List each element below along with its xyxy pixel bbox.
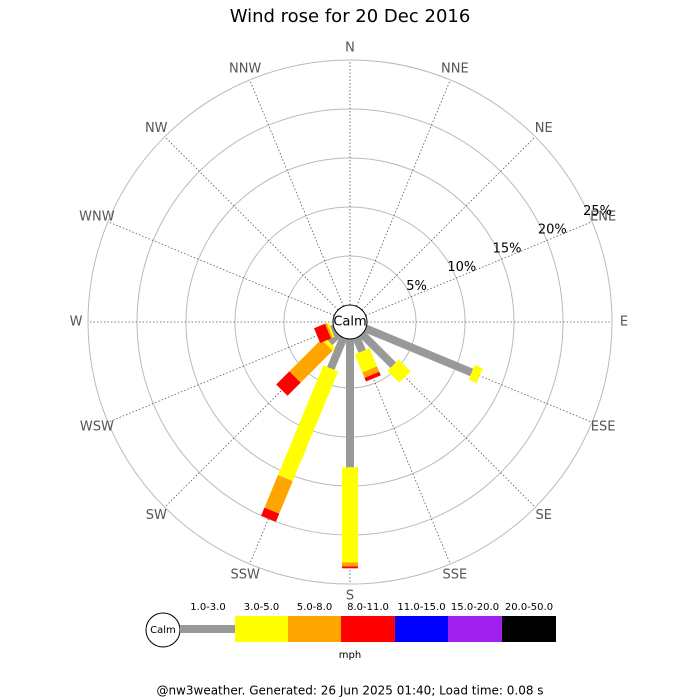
bar-segment (327, 336, 348, 371)
spoke (107, 221, 335, 316)
direction-label: ENE (590, 210, 616, 225)
bar-segment (359, 331, 397, 369)
direction-label: NNW (229, 61, 261, 76)
calm-label: Calm (333, 315, 366, 330)
bar-segment (314, 323, 332, 344)
bar-segment (362, 366, 380, 378)
direction-label: ESE (591, 419, 616, 434)
direction-label: NNE (441, 61, 469, 76)
bar-segment (342, 467, 358, 563)
legend-swatch (341, 616, 395, 642)
direction-label: S (346, 589, 354, 604)
direction-label: SW (146, 508, 167, 523)
spoke (107, 328, 335, 423)
spoke (361, 333, 536, 508)
bar-segment (289, 339, 333, 383)
bar-segment (324, 322, 333, 339)
legend-swatch (235, 616, 288, 642)
calm-circle (332, 304, 368, 340)
bars (261, 303, 483, 569)
direction-label: SSE (442, 568, 467, 583)
ring-label: 10% (447, 260, 476, 275)
legend-label: 20.0-50.0 (505, 602, 553, 613)
spoke (356, 79, 451, 307)
direction-label: NE (535, 121, 553, 136)
legend-label: 15.0-20.0 (451, 602, 499, 613)
bar-segment (326, 322, 335, 338)
bar-segment (261, 507, 280, 522)
ring-label: 20% (538, 223, 567, 238)
direction-label: NW (145, 121, 168, 136)
bar-segment (352, 336, 366, 353)
ring-label: 25% (583, 204, 612, 219)
ring-label: 5% (406, 279, 427, 294)
direction-label: W (70, 315, 83, 330)
direction-label: WNW (79, 210, 115, 225)
legend-calm-label: Calm (150, 625, 176, 636)
direction-label: WSW (80, 419, 114, 434)
spoke (249, 79, 344, 307)
footer: @nw3weather. Generated: 26 Jun 2025 01:4… (156, 684, 543, 698)
legend-swatch (502, 616, 556, 642)
bar-segment (346, 339, 354, 468)
bar-segment (354, 348, 378, 373)
bar-segment (468, 364, 483, 384)
bar-segment (326, 331, 341, 346)
bar-segment (264, 474, 293, 514)
legend-swatch (288, 616, 341, 642)
legend-swatch (180, 625, 235, 633)
spoke (356, 337, 451, 565)
direction-label: E (620, 315, 628, 330)
spoke (361, 136, 536, 311)
legend-label: 8.0-11.0 (347, 602, 389, 613)
bar-segment (364, 371, 381, 382)
bar-segment (277, 365, 339, 482)
legend-label: 1.0-3.0 (190, 602, 225, 613)
legend-label: 11.0-15.0 (397, 602, 445, 613)
spoke (164, 136, 339, 311)
bar-segment (364, 324, 474, 377)
chart-title: Wind rose for 20 Dec 2016 (230, 6, 471, 27)
legend-swatch (448, 616, 502, 642)
direction-label: SSW (230, 568, 260, 583)
legend-swatch (395, 616, 448, 642)
bar-segment (276, 371, 301, 396)
ring-label: 15% (493, 241, 522, 256)
spoke (365, 221, 593, 316)
bar-segment (330, 324, 336, 334)
spoke (164, 333, 339, 508)
direction-label: N (345, 41, 355, 56)
direction-label: SE (536, 508, 552, 523)
bar-segment (387, 359, 411, 383)
ring (87, 59, 613, 585)
bar-segment (342, 566, 358, 569)
legend-unit: mph (339, 650, 361, 661)
bar-segment (342, 562, 358, 567)
legend-label: 5.0-8.0 (297, 602, 332, 613)
legend: Calm mph 1.0-3.0 3.0-5.0 5.0-8.0 8.0-11.0 11… (145, 602, 556, 661)
legend-label: 3.0-5.0 (244, 602, 279, 613)
